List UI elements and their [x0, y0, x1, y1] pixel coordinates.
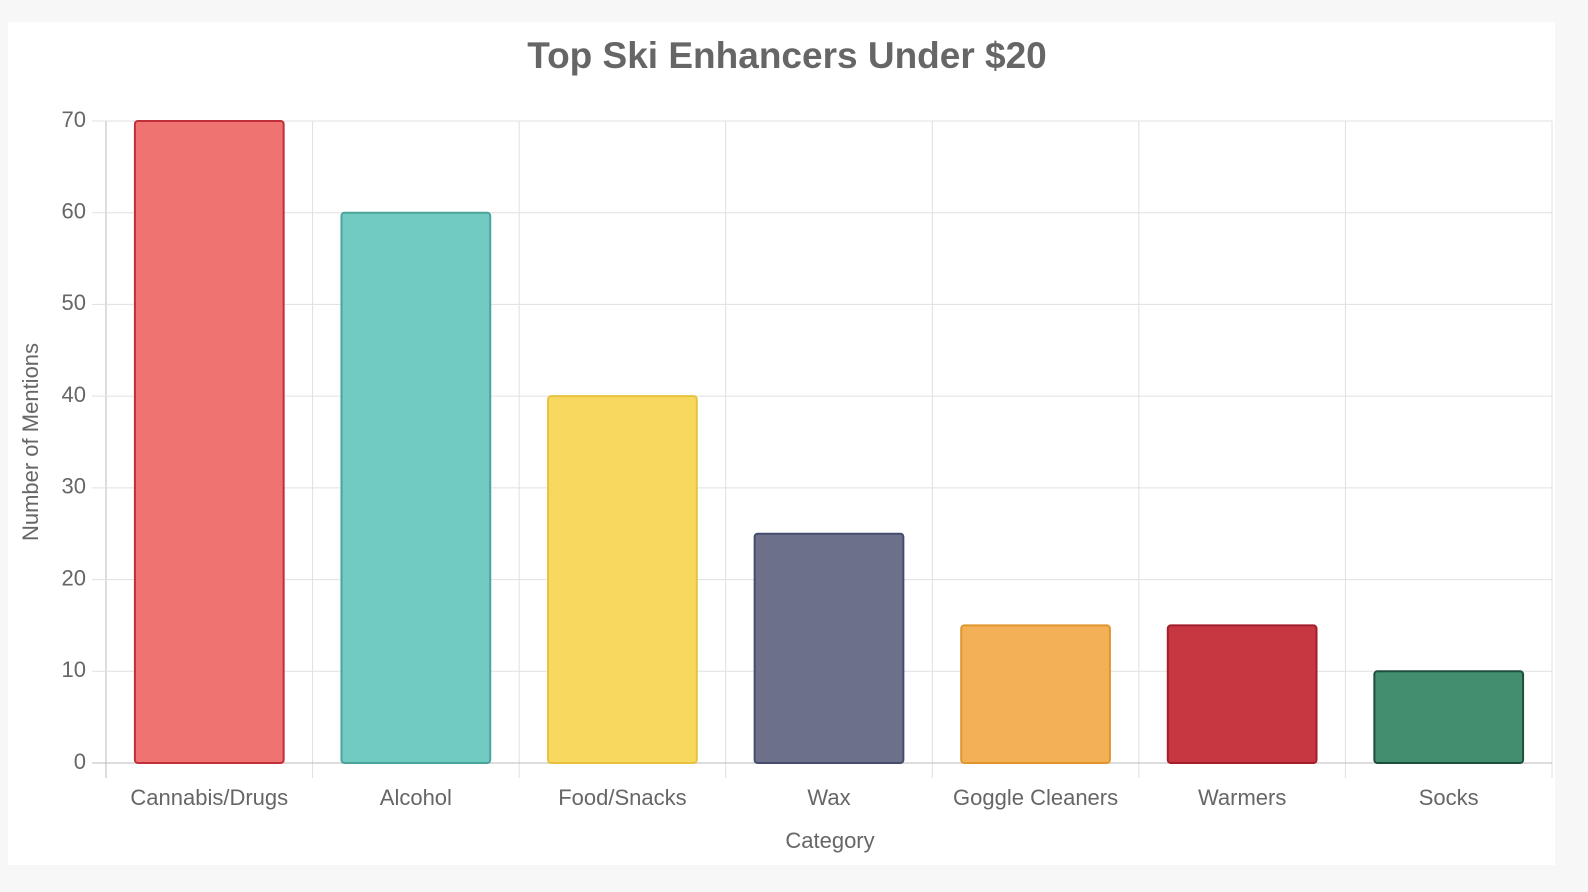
x-tick-label: Goggle Cleaners	[953, 785, 1118, 810]
y-tick-label: 40	[62, 382, 86, 407]
x-tick-label: Warmers	[1198, 785, 1286, 810]
x-axis-title: Category	[785, 828, 874, 853]
x-tick-label: Cannabis/Drugs	[130, 785, 288, 810]
bar	[340, 211, 492, 764]
bar	[1373, 670, 1525, 764]
bar	[547, 395, 698, 764]
x-tick-label: Food/Snacks	[558, 785, 686, 810]
chart-title: Top Ski Enhancers Under $20	[527, 35, 1047, 76]
y-tick-label: 60	[62, 199, 86, 224]
y-axis-title: Number of Mentions	[18, 343, 43, 541]
bar	[1166, 624, 1318, 765]
y-tick-label: 10	[62, 657, 86, 682]
bar	[133, 120, 285, 764]
bar	[753, 532, 905, 765]
x-tick-label: Alcohol	[380, 785, 452, 810]
y-tick-label: 30	[62, 474, 86, 499]
x-tick-label: Socks	[1419, 785, 1479, 810]
y-tick-label: 70	[62, 107, 86, 132]
y-tick-label: 20	[62, 565, 86, 590]
y-tick-label: 0	[74, 749, 86, 774]
y-tick-label: 50	[62, 290, 86, 315]
bar	[960, 624, 1111, 765]
x-tick-label: Wax	[807, 785, 850, 810]
